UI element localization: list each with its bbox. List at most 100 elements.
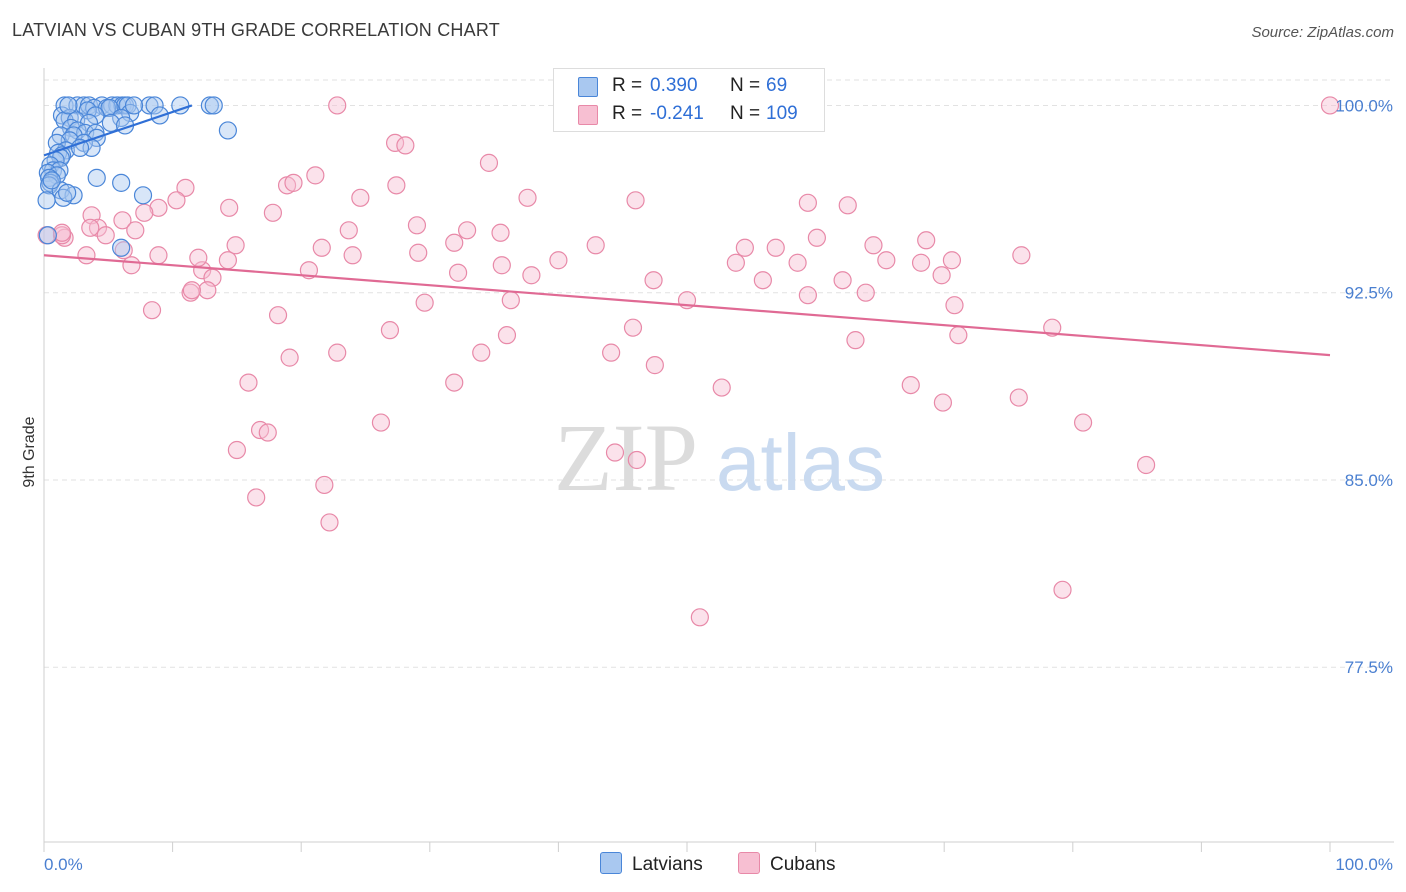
- cuban-point: [328, 96, 347, 115]
- cuban-point: [227, 440, 246, 460]
- legend-r-label: R =: [612, 75, 643, 96]
- cuban-point: [644, 271, 663, 290]
- cuban-point: [312, 238, 331, 257]
- cuban-point: [949, 326, 968, 345]
- cuban-point: [113, 211, 132, 230]
- cuban-point: [735, 238, 754, 257]
- cuban-point: [306, 166, 325, 185]
- cubans-legend-label: Cubans: [770, 854, 836, 875]
- bottom-legend-latvians: Latvians: [600, 852, 703, 876]
- cuban-point: [126, 221, 145, 240]
- cuban-point: [1320, 96, 1340, 115]
- x-tick-label-max: 100.0%: [1335, 855, 1393, 874]
- cuban-point: [407, 216, 427, 235]
- cuban-point: [798, 193, 817, 212]
- latvian-trend-line: [43, 104, 193, 157]
- latvian-point: [112, 173, 131, 192]
- legend-r-value: 0.390: [650, 75, 698, 96]
- cuban-point: [81, 218, 100, 237]
- cuban-point: [415, 293, 434, 312]
- cuban-point: [627, 450, 646, 470]
- cuban-point: [522, 266, 541, 285]
- trend-lines: [43, 104, 1331, 357]
- cuban-point: [479, 153, 499, 172]
- cuban-point: [396, 136, 415, 155]
- cuban-point: [933, 393, 953, 412]
- cuban-points: [37, 96, 1340, 627]
- cuban-point: [864, 236, 883, 255]
- cuban-point: [149, 246, 168, 265]
- latvian-point: [59, 96, 78, 115]
- cuban-point: [712, 378, 731, 397]
- latvian-point: [42, 171, 61, 190]
- cuban-point: [220, 198, 239, 217]
- cuban-point: [623, 318, 643, 337]
- latvian-point: [124, 96, 144, 115]
- cuban-point: [135, 203, 154, 222]
- legend-n-label: N =: [730, 103, 761, 124]
- cuban-point: [343, 246, 362, 265]
- cuban-point: [247, 488, 266, 507]
- latvian-point: [112, 238, 131, 257]
- cuban-point: [472, 343, 491, 362]
- cuban-point: [149, 198, 168, 217]
- cuban-point: [586, 236, 605, 255]
- latvian-point: [200, 96, 219, 115]
- cuban-point: [1053, 580, 1072, 599]
- cuban-point: [122, 256, 141, 275]
- cuban-point: [371, 413, 391, 432]
- legend-n-value: 109: [766, 103, 798, 124]
- cuban-point: [1137, 455, 1156, 475]
- cuban-point: [501, 291, 520, 310]
- cuban-point: [263, 203, 283, 222]
- legend-row-cubans: R = -0.241 N = 109: [554, 101, 824, 127]
- cuban-point: [645, 356, 664, 375]
- cuban-point: [88, 218, 108, 237]
- chart-title: LATVIAN VS CUBAN 9TH GRADE CORRELATION C…: [12, 20, 500, 40]
- cuban-point: [807, 228, 826, 247]
- cuban-point: [328, 343, 347, 362]
- cuban-point: [218, 251, 237, 270]
- cuban-trend-line: [43, 254, 1331, 357]
- stats-legend: R = 0.390 N = 69 R = -0.241 N = 109: [553, 68, 825, 132]
- cuban-point: [877, 251, 896, 270]
- cuban-point: [753, 271, 772, 290]
- cuban-point: [167, 191, 186, 210]
- cuban-point: [448, 263, 468, 282]
- legend-row-latvians: R = 0.390 N = 69: [554, 73, 824, 99]
- cuban-point: [176, 178, 195, 197]
- cuban-point: [518, 188, 537, 207]
- cuban-point: [626, 191, 645, 210]
- cuban-point: [258, 423, 277, 442]
- cuban-point: [917, 231, 936, 250]
- cuban-point: [846, 331, 865, 350]
- cuban-point: [602, 343, 621, 362]
- cuban-point: [788, 253, 807, 272]
- cuban-point: [351, 188, 370, 207]
- cuban-point: [142, 301, 162, 320]
- legend-n-label: N =: [730, 75, 761, 96]
- cuban-point: [690, 608, 709, 627]
- cuban-point: [280, 348, 299, 367]
- latvian-point: [101, 113, 120, 133]
- latvian-point: [40, 176, 59, 195]
- watermark: ZIP atlas: [554, 404, 885, 511]
- cuban-point: [901, 375, 920, 395]
- y-tick-label: 100.0%: [1335, 96, 1393, 115]
- cuban-point: [766, 238, 785, 257]
- watermark-atlas: atlas: [716, 418, 885, 507]
- latvian-point: [218, 121, 237, 140]
- x-tick-label-min: 0.0%: [44, 855, 83, 874]
- latvians-legend-swatch: [600, 852, 622, 874]
- cuban-point: [198, 281, 217, 300]
- cuban-point: [798, 286, 817, 305]
- cuban-point: [182, 281, 201, 300]
- latvian-point: [100, 98, 119, 118]
- latvians-legend-label: Latvians: [632, 854, 703, 875]
- legend-n-value: 69: [766, 75, 788, 96]
- watermark-zip: ZIP: [554, 404, 698, 511]
- latvian-point: [37, 191, 56, 210]
- cuban-point: [1012, 246, 1031, 265]
- bottom-legend-cubans: Cubans: [738, 852, 836, 876]
- cuban-point: [497, 326, 517, 345]
